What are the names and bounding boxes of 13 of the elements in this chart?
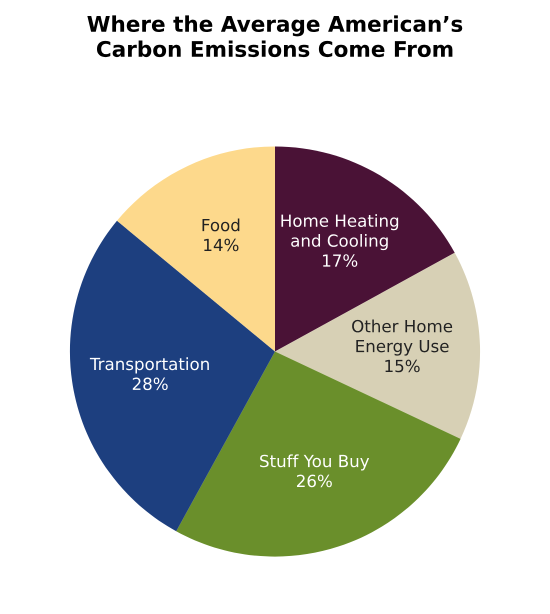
- data-label: 28%: [132, 378, 168, 390]
- slice-label: Food: [202, 218, 240, 232]
- chart-title: Where the Average American’s Carbon Emissions Come From: [87, 15, 462, 58]
- pie-slice: [116, 146, 275, 352]
- data-label: 17%: [323, 254, 358, 267]
- slice-label: Other Home Energy Use: [352, 320, 452, 356]
- pie-slice: [275, 252, 480, 439]
- slice-label: Transportation: [90, 357, 209, 374]
- data-label: 15%: [385, 360, 420, 372]
- data-label: 14%: [204, 238, 238, 252]
- slice-label: Stuff You Buy: [260, 454, 370, 471]
- data-label: 26%: [296, 474, 332, 488]
- slice-label: Home Heating and Cooling: [281, 214, 398, 250]
